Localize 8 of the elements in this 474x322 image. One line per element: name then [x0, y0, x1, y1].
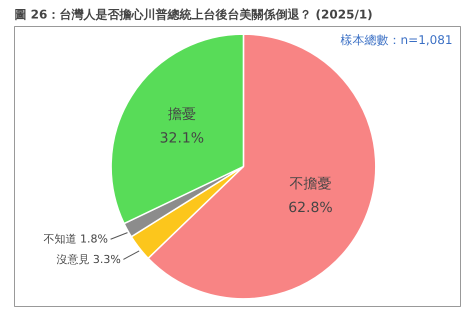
- text: 樣本總數：n=1,081: [340, 33, 453, 48]
- slice-label: 不知道 1.8%: [44, 232, 108, 246]
- slice-label: 不擔憂: [289, 176, 332, 192]
- slice-label: 沒意見 3.3%: [56, 252, 121, 266]
- data-label: 32.1%: [160, 130, 204, 146]
- chart-title: 圖 26：台灣人是否擔心川普總統上台後台美關係倒退？ (2025/1): [14, 8, 373, 22]
- slice-label: 擔憂: [168, 106, 196, 122]
- data-label: 62.8%: [288, 200, 333, 216]
